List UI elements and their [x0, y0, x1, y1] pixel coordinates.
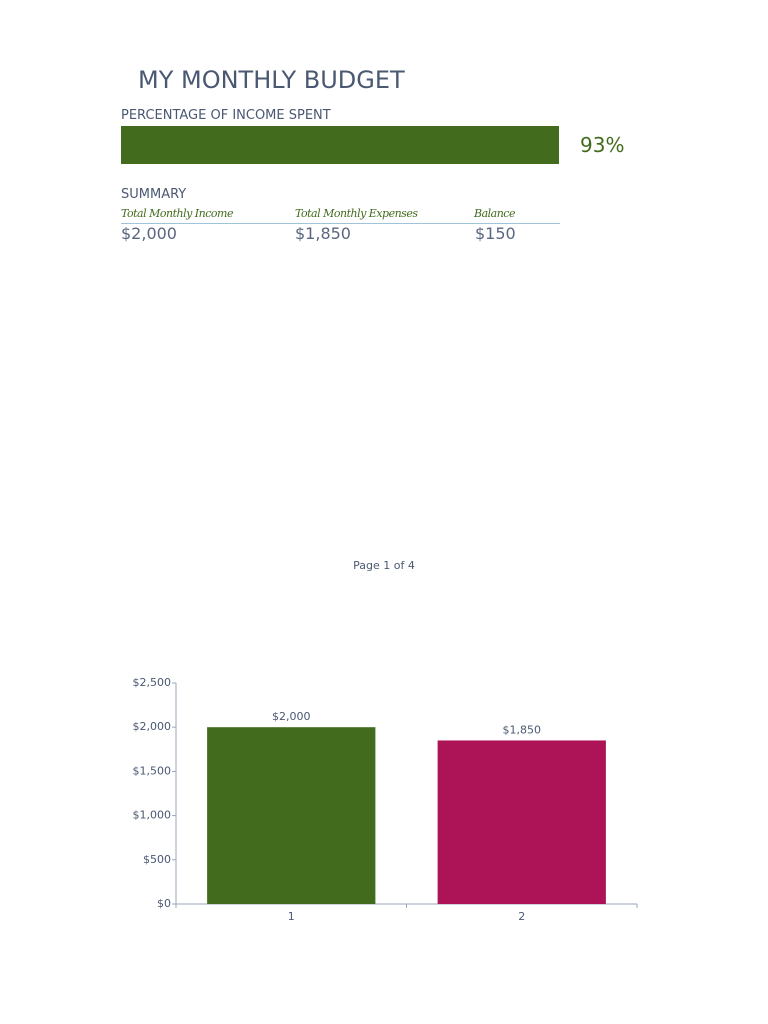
y-tick-label: $2,000	[133, 720, 172, 733]
summary-value: $2,000	[121, 224, 177, 243]
summary-heading: SUMMARY	[121, 187, 187, 202]
y-tick-label: $500	[143, 853, 171, 866]
x-tick-label: 2	[518, 910, 525, 923]
column-header: Total Monthly Expenses	[295, 207, 418, 220]
percent-bar	[121, 126, 559, 164]
summary-value: $1,850	[295, 224, 351, 243]
value-label: $2,000	[272, 710, 311, 723]
x-tick-label: 1	[288, 910, 295, 923]
y-tick-label: $0	[157, 897, 171, 910]
value-label: $1,850	[503, 723, 542, 736]
column-header: Balance	[474, 207, 515, 220]
summary-value: $150	[475, 224, 516, 243]
y-tick-label: $1,500	[133, 764, 172, 777]
y-tick-label: $1,000	[133, 809, 172, 822]
divider	[121, 223, 560, 224]
percent-label: 93%	[580, 133, 625, 157]
y-tick-label: $2,500	[133, 676, 172, 689]
bar	[207, 727, 376, 904]
percent-heading: PERCENTAGE OF INCOME SPENT	[121, 108, 331, 123]
title: MY MONTHLY BUDGET	[138, 66, 405, 94]
page-footer: Page 1 of 4	[353, 559, 415, 572]
bar	[437, 740, 606, 904]
chart: $0 $500 $1,000 $1,500 $2,000 $2,500 1 $2,000 2 $1…	[133, 676, 638, 923]
column-header: Total Monthly Income	[121, 207, 233, 220]
